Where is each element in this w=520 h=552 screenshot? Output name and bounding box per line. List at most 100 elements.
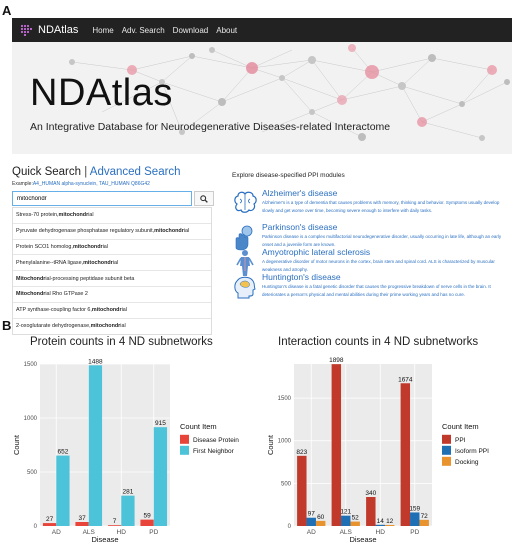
- data-label: 159: [409, 505, 420, 512]
- bar: [315, 520, 326, 526]
- bar: [107, 525, 122, 526]
- nav-about[interactable]: About: [216, 25, 238, 35]
- bar: [153, 427, 168, 526]
- suggestion-item[interactable]: Stress-70 protein, mitochondr ial: [13, 208, 211, 224]
- suggestion-match: mitochondr: [91, 307, 122, 314]
- module-title-huntingtons[interactable]: Huntington's disease: [262, 272, 341, 282]
- suggestion-match: mitochondr: [90, 323, 121, 330]
- suggestion-text: ial: [102, 243, 108, 250]
- legend-entry: First Neighbor: [193, 448, 235, 455]
- x-tick-label: AD: [307, 529, 316, 536]
- suggestion-match: mitochondr: [154, 228, 184, 235]
- protein-counts-chart: Protein counts in 4 ND subnetworks 0 500 1…: [10, 336, 250, 552]
- data-label: 37: [78, 515, 86, 522]
- bar: [400, 383, 411, 526]
- quick-search-title: Quick Search: [12, 166, 82, 178]
- y-tick-label: 1500: [278, 396, 292, 402]
- head-icon: [234, 276, 256, 299]
- suggestion-item[interactable]: ATP synthase-coupling factor 6, mitochon…: [13, 303, 211, 319]
- search-input[interactable]: [12, 191, 192, 206]
- x-tick-label: PD: [410, 529, 419, 536]
- module-desc-alzheimers: Alzheimer's is a type of dementia that c…: [262, 200, 500, 213]
- legend-entry: Docking: [455, 459, 479, 466]
- search-button[interactable]: [194, 191, 214, 206]
- data-label: 52: [352, 515, 360, 522]
- autocomplete-list: Stress-70 protein, mitochondr ial Pyruvate…: [12, 207, 212, 336]
- bar: [419, 519, 429, 526]
- brand[interactable]: NDAtlas: [20, 24, 78, 36]
- suggestion-text: ial: [120, 323, 126, 330]
- hero-title: NDAtlas: [30, 72, 173, 114]
- data-label: 281: [122, 489, 133, 496]
- quick-search-heading: Quick Search | Advanced Search: [12, 166, 181, 178]
- suggestion-item[interactable]: Pyruvate dehydrogenase phosphatase regul…: [13, 224, 211, 240]
- suggestion-text: ial: [183, 228, 190, 235]
- legend-entry: Isoform PPI: [455, 448, 489, 455]
- suggestion-match: mitochondr: [58, 212, 89, 219]
- bar: [88, 365, 103, 526]
- suggestion-item[interactable]: Protein SCO1 homolog, mitochondr ial: [13, 240, 211, 256]
- nav-home[interactable]: Home: [92, 25, 114, 35]
- bar: [75, 522, 89, 526]
- chart-title: Interaction counts in 4 ND subnetworks: [278, 336, 479, 348]
- legend-entry: PPI: [455, 437, 466, 444]
- protein-counts-plot: 0 500 1000 1500 AD ALS HD PD 27 652 37 1488 7 281 59 91…: [12, 358, 239, 544]
- network-background-graphic: [69, 44, 510, 141]
- logo-icon: [20, 24, 33, 36]
- y-axis-title: Count: [266, 434, 275, 455]
- suggestion-item[interactable]: Mitochondr ial-processing peptidase subun…: [13, 271, 211, 287]
- x-axis-title: Disease: [349, 535, 376, 544]
- panel-label-a: A: [2, 3, 12, 18]
- x-tick-label: ALS: [340, 529, 353, 536]
- x-tick-label: HD: [376, 529, 386, 536]
- bar: [384, 524, 395, 526]
- example-prefix: Example:: [12, 181, 33, 187]
- suggestion-text: ial Rho GTPase 2: [45, 291, 88, 298]
- suggestion-text: Phenylalanine--tRNA ligase,: [16, 259, 84, 266]
- chart-title: Protein counts in 4 ND subnetworks: [30, 336, 213, 348]
- y-tick-label: 0: [288, 524, 292, 530]
- interaction-counts-chart: Interaction counts in 4 ND subnetworks 0…: [264, 336, 514, 552]
- nav-download[interactable]: Download: [172, 25, 209, 35]
- y-tick-label: 500: [27, 470, 38, 476]
- module-title-alzheimers[interactable]: Alzheimer's disease: [262, 188, 338, 198]
- suggestion-text: ial-processing peptidase subunit beta: [45, 275, 135, 282]
- y-tick-label: 500: [281, 481, 292, 487]
- module-title-parkinsons[interactable]: Parkinson's disease: [262, 222, 338, 232]
- data-label: 72: [421, 513, 429, 520]
- heading-separator: |: [81, 166, 90, 178]
- legend-swatch: [180, 445, 189, 455]
- example-links[interactable]: A4_HUMAN alpha-synuclein, TAU_HUMAN Q86G…: [32, 181, 150, 187]
- suggestion-item[interactable]: 2-oxoglutarate dehydrogenase, mitochondr…: [13, 319, 211, 335]
- body-icon: [236, 250, 254, 276]
- bar: [375, 524, 385, 526]
- module-title-als[interactable]: Amyotrophic lateral sclerosis: [262, 247, 371, 257]
- search-bar: [12, 191, 214, 206]
- data-label: 59: [143, 513, 151, 520]
- legend-entry: Disease Protein: [193, 437, 239, 444]
- hand-brain-icon: [235, 225, 253, 251]
- suggestion-text: ial: [88, 212, 94, 219]
- bar: [331, 364, 342, 526]
- data-label: 14: [377, 518, 385, 525]
- x-axis-title: Disease: [91, 535, 118, 544]
- suggestion-item[interactable]: Mitochondr ial Rho GTPase 2: [13, 287, 211, 303]
- hero-subtitle: An Integrative Database for Neurodegener…: [30, 121, 391, 133]
- module-desc-huntingtons: Huntington's disease is a fatal genetic …: [262, 284, 491, 297]
- x-tick-label: HD: [117, 529, 127, 536]
- module-alzheimers: Alzheimer's disease Alzheimer's is a typ…: [232, 188, 516, 226]
- bar: [366, 497, 376, 526]
- search-example: Example:A4_HUMAN alpha-synuclein, TAU_HU…: [12, 181, 150, 187]
- bar: [140, 519, 154, 526]
- navbar: NDAtlas Home Adv. Search Download About: [12, 18, 512, 42]
- module-desc-als: A degenerative disorder of motor neurons…: [262, 259, 495, 272]
- data-label: 1674: [398, 376, 413, 383]
- nav-adv-search[interactable]: Adv. Search: [121, 25, 165, 35]
- advanced-search-link[interactable]: Advanced Search: [89, 166, 181, 178]
- suggestion-item[interactable]: Phenylalanine--tRNA ligase, mitochondr ia…: [13, 255, 211, 272]
- data-label: 1898: [329, 357, 344, 364]
- y-tick-label: 1500: [24, 362, 38, 368]
- data-label: 1488: [88, 358, 103, 365]
- data-label: 60: [317, 514, 325, 521]
- suggestion-match: Mitochondr: [16, 291, 46, 298]
